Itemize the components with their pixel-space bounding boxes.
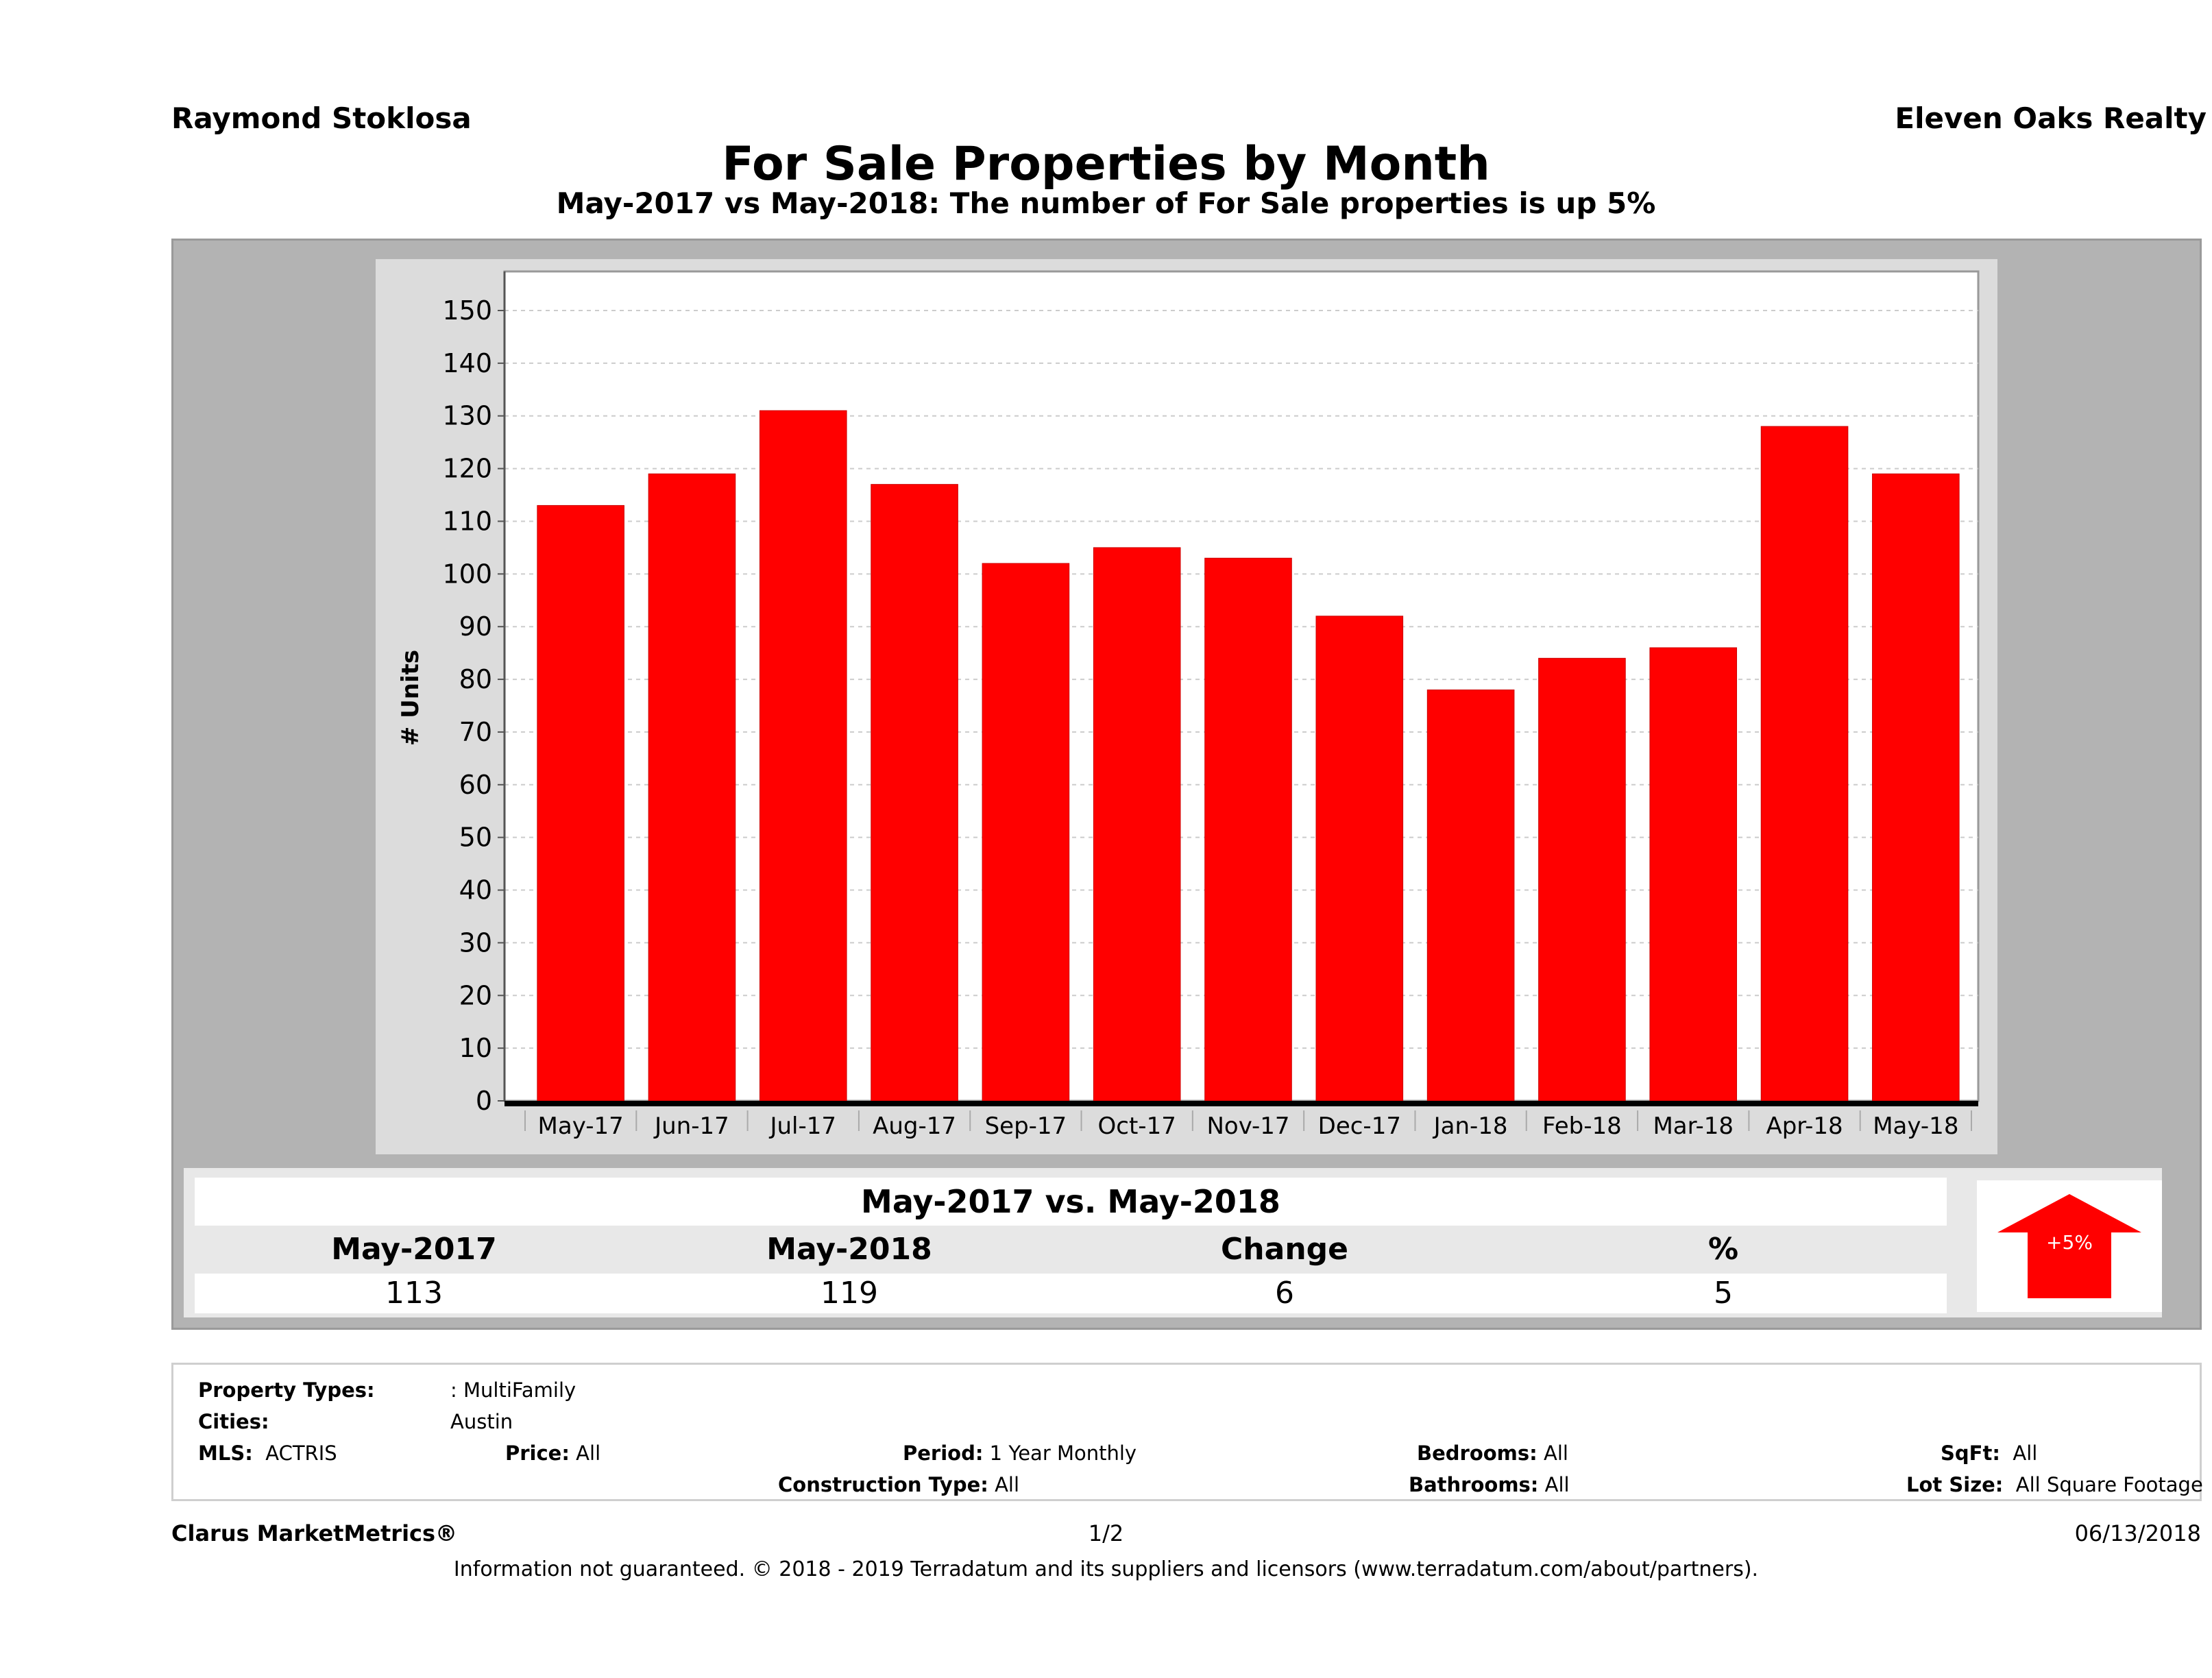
x-tick-label: Apr-18 [1766,1112,1843,1140]
disclaimer: Information not guaranteed. © 2018 - 201… [453,1557,1759,1581]
y-tick-label: 90 [459,611,492,642]
comparison-title: May-2017 vs. May-2018 [195,1178,1947,1226]
change-badge: +5% [1977,1180,2162,1312]
bar-oct-17 [1093,547,1181,1102]
filter-value-mls: ACTRIS [265,1442,337,1465]
header-prev-period: May-2017 [331,1232,497,1267]
header-change: Change [1221,1232,1348,1267]
bar-sep-17 [982,563,1070,1102]
comparison-value-row: 113 119 6 5 [195,1274,1947,1313]
brokerage-name: Eleven Oaks Realty [1895,101,2207,135]
y-tick-label: 100 [442,559,492,589]
y-tick-label: 10 [459,1033,492,1063]
y-tick-label: 80 [459,664,492,694]
bar-mar-18 [1649,647,1738,1102]
x-tick-label: Feb-18 [1542,1112,1622,1140]
agent-name: Raymond Stoklosa [171,101,472,135]
filter-value-cities: Austin [450,1410,513,1433]
x-tick-label: Oct-17 [1098,1112,1176,1140]
filter-label-property-types: Property Types: [198,1378,375,1402]
filter-label-mls: MLS: [198,1442,253,1465]
x-tick-label: Aug-17 [873,1112,956,1140]
bars [537,410,1960,1102]
filter-label-lot-size: Lot Size: [1906,1473,2004,1496]
header-percent: % [1707,1232,1739,1267]
y-tick-label: 20 [459,980,492,1010]
bar-jul-17 [759,410,847,1102]
filter-value-sqft: All [2013,1442,2038,1465]
bar-dec-17 [1315,616,1404,1102]
chart-area: 0 10 20 30 40 50 60 70 80 90 100 110 120 130 140 150 May… [376,259,1997,1154]
value-prev-period: 113 [385,1276,443,1311]
filter-label-cities: Cities: [198,1410,269,1433]
value-change: 6 [1275,1276,1294,1311]
bar-feb-18 [1538,657,1626,1102]
filter-value-price: All [576,1442,601,1465]
tick-labels: 0 10 20 30 40 50 60 70 80 90 100 110 120 130 140 150 May… [442,295,1958,1140]
report-date: 06/13/2018 [2074,1520,2201,1546]
x-tick-label: May-17 [538,1112,624,1140]
y-tick-label: 60 [459,770,492,800]
filter-value-property-types: : MultiFamily [450,1378,576,1402]
filter-label-bedrooms: Bedrooms: [1417,1442,1538,1465]
filter-value-bathrooms: All [1544,1473,1570,1496]
bar-jan-18 [1426,689,1515,1102]
y-tick-label: 150 [442,295,492,326]
filter-value-construction: All [995,1473,1020,1496]
filter-label-construction: Construction Type: [778,1473,988,1496]
badge-label: +5% [2046,1231,2093,1254]
filter-value-bedrooms: All [1543,1442,1568,1465]
x-tick-label: Nov-17 [1207,1112,1290,1140]
x-tick-label: Mar-18 [1653,1112,1734,1140]
y-axis-label: # Units [397,650,424,746]
y-tick-label: 110 [442,506,492,536]
header-curr-period: May-2018 [766,1232,932,1267]
y-tick-label: 30 [459,927,492,958]
y-tick-label: 50 [459,823,492,853]
comparison-header-row: May-2017 May-2018 Change % [195,1228,1947,1271]
x-tick-label: May-18 [1873,1112,1958,1140]
bar-apr-18 [1760,426,1849,1102]
y-tick-label: 0 [476,1086,492,1116]
value-percent: 5 [1714,1276,1733,1311]
x-tick-label: Jun-17 [653,1112,729,1140]
filter-label-bathrooms: Bathrooms: [1409,1473,1539,1496]
bar-chart: 0 10 20 30 40 50 60 70 80 90 100 110 120 130 140 150 May… [397,270,1980,1140]
page-indicator: 1/2 [1088,1520,1124,1546]
filter-label-price: Price: [505,1442,570,1465]
bar-may-18 [1872,473,1960,1102]
chart-subtitle: May-2017 vs May-2018: The number of For … [556,186,1656,220]
y-tick-label: 120 [442,454,492,484]
filter-label-period: Period: [903,1442,984,1465]
x-tick-label: Dec-17 [1318,1112,1401,1140]
bar-jun-17 [648,473,736,1102]
filter-label-sqft: SqFt: [1941,1442,2000,1465]
x-tick-label: Jul-17 [768,1112,836,1140]
filter-value-lot-size: All Square Footage [2015,1473,2203,1496]
y-tick-label: 70 [459,717,492,747]
axes [498,271,1978,1131]
filter-criteria-panel: Property Types: : MultiFamily Cities: Au… [171,1363,2203,1501]
bar-aug-17 [871,484,958,1102]
x-tick-label: Jan-18 [1433,1112,1508,1140]
y-tick-label: 130 [442,401,492,431]
value-curr-period: 119 [821,1276,878,1311]
filter-value-period: 1 Year Monthly [989,1442,1137,1465]
y-tick-label: 140 [442,348,492,378]
chart-title: For Sale Properties by Month [722,137,1490,191]
bar-may-17 [537,504,624,1102]
footer-brand: Clarus MarketMetrics® [171,1520,458,1546]
bar-nov-17 [1204,557,1292,1102]
x-tick-label: Sep-17 [985,1112,1067,1140]
up-arrow-icon: +5% [1997,1194,2141,1298]
y-tick-label: 40 [459,875,492,905]
